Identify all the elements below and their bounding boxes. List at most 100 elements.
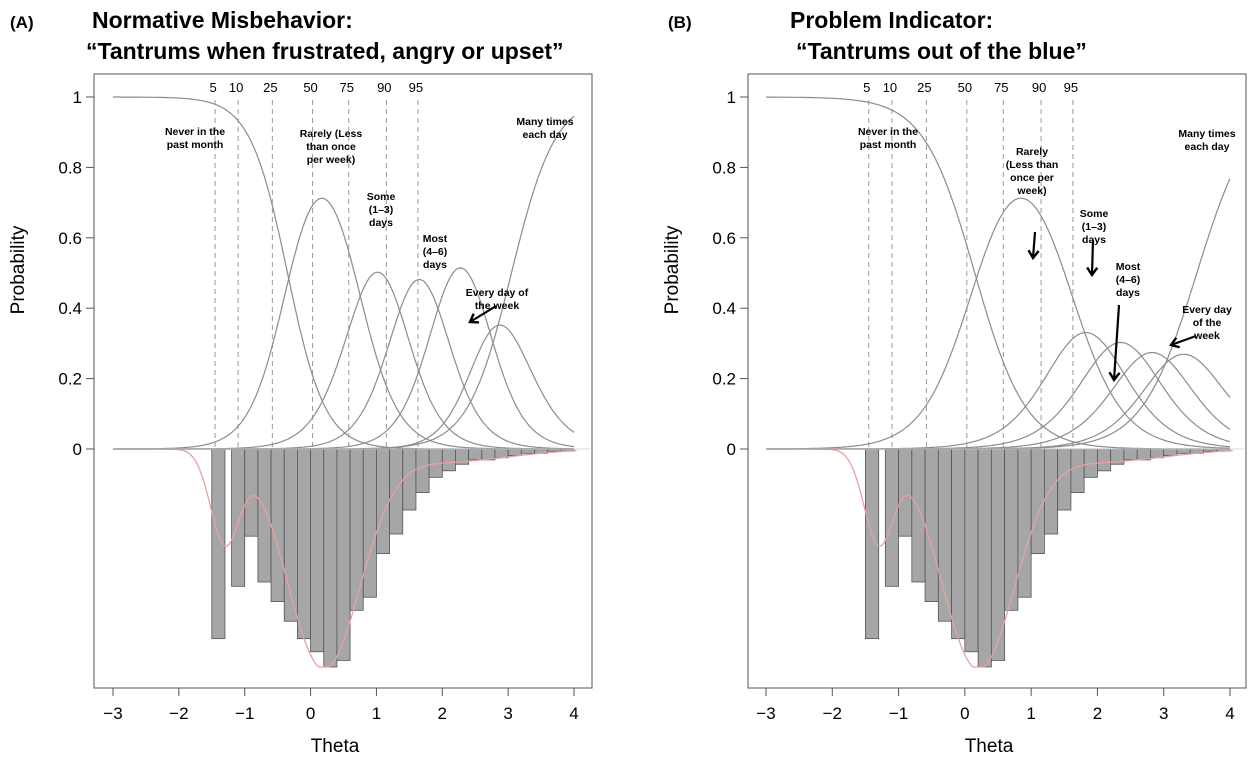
panel-b-curve-label: Never in the past month xyxy=(858,126,918,151)
panel-a-y-tick-label: 0.2 xyxy=(58,370,82,389)
panel-b-histogram-bar xyxy=(951,448,966,640)
panel-a-x-tick-label: 3 xyxy=(503,704,512,723)
panel-a-label: (A) xyxy=(10,13,34,32)
panel-b-percentile-label: 50 xyxy=(958,80,972,95)
panel-b-arrow-shaft xyxy=(1170,334,1197,347)
panel-b-curve-label-line: past month xyxy=(860,139,917,151)
panel-a-x-tick-label: 2 xyxy=(438,704,447,723)
panel-a-x-tick-label: 1 xyxy=(372,704,381,723)
panel-a-title-line2: “Tantrums when frustrated, angry or upse… xyxy=(86,38,564,64)
panel-b-percentile-label: 95 xyxy=(1064,80,1078,95)
panel-b-plot-frame xyxy=(747,73,1247,689)
panel-b-arrow-shaft xyxy=(1031,231,1037,259)
panel-b-histogram-bar xyxy=(1123,448,1138,461)
panel-a-x-tick-label: −2 xyxy=(169,704,188,723)
panel-b-histogram-bar xyxy=(924,448,939,603)
panel-b-density-curve xyxy=(805,448,1233,668)
panel-a-y-tick-label: 0 xyxy=(73,440,82,459)
panel-b-histogram-bar xyxy=(884,448,899,587)
panel-b-y-tick-label: 0 xyxy=(727,440,736,459)
panel-a-percentile-label: 25 xyxy=(263,80,277,95)
panel-b-curve-label: Most (4–6) days xyxy=(1116,261,1141,299)
panel-b-y-axis-title: Probability xyxy=(662,225,683,314)
panel-a-percentile-label: 5 xyxy=(209,80,216,95)
panel-a-percentile-label: 90 xyxy=(377,80,391,95)
panel-b-x-tick-label: −3 xyxy=(756,704,775,723)
panel-a-curve-label-line: Some xyxy=(367,191,396,203)
panel-a-curve-label-line: past month xyxy=(167,139,224,151)
panel-b-y-tick-label: 1 xyxy=(727,88,736,107)
panel-a-plot-frame xyxy=(93,73,593,689)
panel-b-x-axis-title: Theta xyxy=(965,736,1014,757)
panel-b-histogram-bar xyxy=(1070,448,1085,493)
panel-a-curve-label: Never in the past month xyxy=(165,126,225,151)
panel-b-category-curve xyxy=(766,197,1230,450)
panel-a-curve-label: Rarely (Less than once per week) xyxy=(300,128,363,166)
panel-a-curve-label-line: the week xyxy=(475,300,520,312)
panel-b-curve-label-line: Every day xyxy=(1182,304,1232,316)
panel-b-x-tick-label: 0 xyxy=(960,704,969,723)
panel-a-x-axis-title: Theta xyxy=(311,736,360,757)
panel-a-curve-label: Many times each day xyxy=(516,116,573,141)
panel-b-curve-label-line: Most xyxy=(1116,261,1141,273)
panel-a-curve-label-line: days xyxy=(369,217,393,229)
panel-b-curve-label: Rarely (Less than once per week) xyxy=(1006,146,1059,197)
panel-a-y-axis-title: Probability xyxy=(8,225,29,314)
panel-b-curve-label-line: week xyxy=(1193,330,1220,342)
panel-b-label: (B) xyxy=(668,13,692,32)
panel-b-category-curve xyxy=(766,353,1231,450)
panel-b-curve-label-line: Many times xyxy=(1178,128,1235,140)
panel-b-y-tick-label: 0.4 xyxy=(712,299,736,318)
panel-b-curve-label-line: days xyxy=(1116,287,1140,299)
panel-b-y-tick-label: 0.6 xyxy=(712,229,736,248)
panel-b-histogram-bar xyxy=(1044,448,1059,535)
panel-b-arrow-head xyxy=(1108,371,1121,383)
panel-b-x-tick-label: 3 xyxy=(1159,704,1168,723)
panel-a-curve-label-line: days xyxy=(423,259,447,271)
panel-b-y-tick-label: 0.8 xyxy=(712,158,736,177)
panel-b-curve-label-line: (Less than xyxy=(1006,159,1059,171)
panel-b-histogram-bar xyxy=(977,448,992,668)
panel-a-curve-label: Every day of the week xyxy=(466,287,529,312)
panel-a-x-tick-label: −1 xyxy=(235,704,254,723)
panel-a-curve-label-line: each day xyxy=(523,129,568,141)
panel-b-percentile-label: 90 xyxy=(1032,80,1046,95)
panel-b-title-line2: “Tantrums out of the blue” xyxy=(796,38,1087,64)
panel-a-y-tick-label: 0.8 xyxy=(58,158,82,177)
panel-b-x-tick-label: 1 xyxy=(1026,704,1035,723)
panel-a-x-tick-label: −3 xyxy=(103,704,122,723)
panel-b-percentile-label: 75 xyxy=(994,80,1008,95)
panel-a-curve-label-line: Most xyxy=(423,233,448,245)
panel-a-curve-label: Some (1–3) days xyxy=(367,191,396,229)
panel-a-y-tick-label: 1 xyxy=(73,88,82,107)
panel-b-curve-label-line: days xyxy=(1082,234,1106,246)
panel-b-percentile-label: 5 xyxy=(863,80,870,95)
panel-a-curve-label-line: Never in the xyxy=(165,126,225,138)
panel-b-arrow-head xyxy=(1027,249,1040,261)
panel-b-category-curve xyxy=(766,178,1231,450)
panel-a-x-tick-label: 0 xyxy=(306,704,315,723)
panel-b-y-tick-label: 0.2 xyxy=(712,370,736,389)
panel-b-x-tick-label: 4 xyxy=(1225,704,1234,723)
panel-b-curve-label-line: of the xyxy=(1193,317,1222,329)
panel-b-histogram-bar xyxy=(1004,448,1019,611)
panel-b-arrow-shaft xyxy=(1090,239,1095,276)
panel-b-arrow-shaft xyxy=(1112,304,1121,381)
panel-b-curve-label-line: Some xyxy=(1080,208,1109,220)
panel-a-arrow-head xyxy=(468,313,480,324)
panel-a-y-tick-label: 0.6 xyxy=(58,229,82,248)
panel-b-histogram-bar xyxy=(1163,448,1178,456)
panel-b-x-tick-label: −1 xyxy=(889,704,908,723)
panel-a-curve-label-line: Rarely (Less xyxy=(300,128,363,140)
panel-b-category-curve xyxy=(766,332,1231,450)
panel-a-curve-label: Most (4–6) days xyxy=(423,233,448,271)
panel-b-curve-label-line: once per xyxy=(1010,172,1054,184)
panel-b-curve-label-line: (4–6) xyxy=(1116,274,1141,286)
panel-a-arrow-shaft xyxy=(469,305,497,323)
panel-a-curve-label-line: per week) xyxy=(307,154,355,166)
panel-b-histogram-bar xyxy=(1017,448,1032,598)
panel-a-y-tick-label: 0.4 xyxy=(58,299,82,318)
panel-b-category-curve xyxy=(766,351,1231,450)
panel-b-percentile-label: 25 xyxy=(917,80,931,95)
